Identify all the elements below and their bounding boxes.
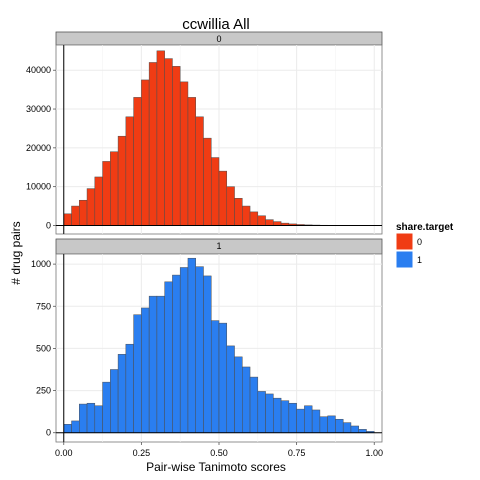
histogram-bar	[72, 421, 80, 433]
histogram-bar	[281, 401, 289, 433]
histogram-bar	[235, 198, 243, 225]
x-tick-label: 1.00	[365, 448, 383, 458]
histogram-bar	[335, 419, 343, 432]
x-tick-label: 0.00	[55, 448, 73, 458]
histogram-bar	[266, 220, 274, 226]
histogram-bar	[172, 66, 180, 225]
histogram-bar	[273, 222, 281, 226]
histogram-bar	[134, 97, 142, 225]
histogram-bar	[203, 276, 211, 433]
histogram-bar	[320, 417, 328, 433]
histogram-bar	[180, 267, 188, 432]
histogram-bar	[110, 152, 118, 226]
histogram-bar	[211, 158, 219, 226]
histogram-bar	[343, 423, 351, 433]
y-tick-label: 500	[36, 343, 51, 353]
x-tick-label: 0.50	[210, 448, 228, 458]
histogram-bar	[141, 80, 149, 226]
y-tick-label: 30000	[26, 104, 51, 114]
histogram-bar	[118, 354, 126, 432]
histogram-bar	[312, 410, 320, 433]
y-tick-label: 0	[46, 220, 51, 230]
histogram-bar	[258, 391, 266, 432]
histogram-bar	[103, 161, 111, 225]
histogram-bar	[196, 267, 204, 433]
y-tick-label: 40000	[26, 65, 51, 75]
histogram-bar	[219, 171, 227, 225]
histogram-bar	[289, 403, 297, 433]
legend-key	[396, 233, 413, 250]
histogram-bar	[351, 426, 359, 433]
histogram-bar	[359, 429, 367, 432]
histogram-bar	[126, 117, 134, 226]
histogram-bar	[157, 296, 165, 433]
histogram-bar	[110, 369, 118, 432]
facet-panel-1: 1 0 250 500 750 1000	[31, 239, 382, 442]
histogram-bar	[141, 308, 149, 433]
histogram-bar	[266, 394, 274, 433]
histogram-bar	[227, 346, 235, 433]
x-axis-label: Pair-wise Tanimoto scores	[146, 460, 286, 474]
histogram-bar	[149, 296, 157, 433]
y-tick-label: 10000	[26, 182, 51, 192]
histogram-bar	[79, 200, 87, 225]
legend: share.target 0 1	[396, 222, 454, 268]
x-tick-label: 0.75	[288, 448, 306, 458]
histogram-bar	[172, 275, 180, 433]
histogram-bar	[103, 382, 111, 433]
histogram-bar	[242, 206, 250, 225]
legend-title: share.target	[396, 222, 454, 233]
histogram-bar	[211, 321, 219, 433]
histogram-bar	[72, 206, 80, 225]
histogram-bar	[149, 62, 157, 225]
histogram-bar	[180, 82, 188, 226]
histogram-bar	[250, 377, 258, 433]
histogram-bar	[165, 59, 173, 226]
y-tick-label: 1000	[31, 259, 51, 269]
y-tick-label: 20000	[26, 143, 51, 153]
facet-strip-label: 0	[216, 34, 221, 44]
histogram-bar	[188, 258, 196, 433]
histogram-bar	[165, 282, 173, 433]
y-tick-label: 250	[36, 386, 51, 396]
y-tick-label: 0	[46, 428, 51, 438]
histogram-bar	[64, 424, 72, 432]
histogram-bar	[297, 409, 305, 433]
legend-label: 0	[417, 237, 422, 247]
histogram-bar	[250, 212, 258, 226]
x-tick-label: 0.25	[133, 448, 151, 458]
histogram-bar	[188, 97, 196, 225]
chart-title: ccwillia All	[182, 16, 250, 33]
histogram-bar	[273, 398, 281, 433]
histogram-bar	[235, 357, 243, 433]
facet-strip-label: 1	[216, 241, 221, 251]
histogram-bar	[87, 403, 95, 433]
histogram-bar	[79, 404, 87, 433]
histogram-bar	[258, 216, 266, 226]
histogram-bar	[242, 367, 250, 433]
legend-label: 1	[417, 255, 422, 265]
histogram-bar	[126, 344, 134, 433]
y-axis-label: # drug pairs	[9, 221, 23, 284]
histogram-bar	[134, 315, 142, 433]
histogram-bar	[95, 177, 103, 226]
legend-key	[396, 251, 413, 268]
histogram-bar	[157, 51, 165, 226]
histogram-bar	[95, 406, 103, 433]
histogram-bar	[227, 187, 235, 226]
histogram-bar	[328, 416, 336, 433]
histogram-bar	[87, 189, 95, 226]
facet-panel-0: 0 0 10000 20000 30000 40000	[26, 32, 382, 234]
histogram-bar	[304, 406, 312, 433]
histogram-bar	[196, 117, 204, 226]
histogram-bar	[118, 136, 126, 225]
x-axis: 0.00 0.25 0.50 0.75 1.00	[55, 442, 383, 458]
histogram-bar	[64, 214, 72, 226]
histogram-bar	[203, 138, 211, 225]
histogram-bar	[219, 323, 227, 433]
y-tick-label: 750	[36, 301, 51, 311]
